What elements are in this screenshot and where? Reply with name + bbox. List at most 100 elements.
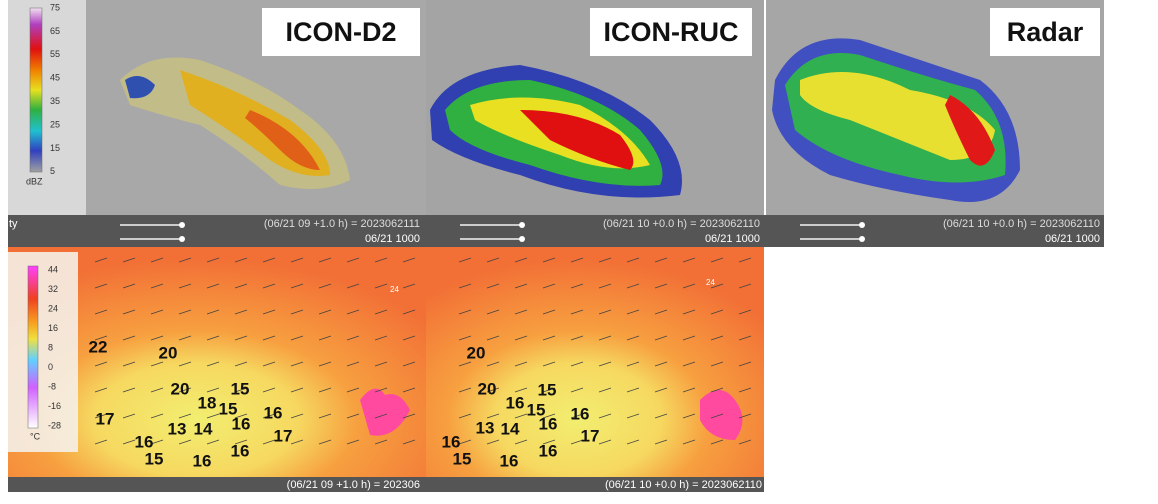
wind-barb [262,387,276,393]
footer-valid: 06/21 1000 [1045,233,1100,245]
wind-barb [318,439,332,445]
wind-barb [94,387,108,393]
wind-barb [178,309,192,315]
station-temp: 13 [476,418,495,437]
wind-barb [514,257,528,263]
station-temp: 15 [231,379,250,398]
wind-barb [346,309,360,315]
wind-barb [710,387,724,393]
wind-barb [122,335,136,341]
wind-barb [290,257,304,263]
wind-barb [738,439,752,445]
wind-barb [654,439,668,445]
wind-barb [570,283,584,289]
wind-barb [262,413,276,419]
wind-barb [234,413,248,419]
footer-time: (06/21 10 +0.0 h) = 2023062110 [605,479,762,491]
station-temp: 14 [501,419,520,438]
wind-barb [738,257,752,263]
colorbar-label: 55 [50,49,60,59]
station-temp: 15 [145,449,164,468]
wind-barb [206,283,220,289]
echo [945,95,995,166]
wind-barb [626,309,640,315]
wind-barb [738,335,752,341]
wind-barb [374,335,388,341]
wind-barb [402,413,416,419]
wind-barb [486,413,500,419]
title-box [990,8,1100,56]
wind-barb [178,361,192,367]
wind-barb [346,283,360,289]
wind-barb [458,361,472,367]
wind-barb [738,387,752,393]
wind-barb [150,309,164,315]
panel-title: ICON-D2 [285,17,396,47]
wind-barb [262,257,276,263]
wind-barb [654,413,668,419]
station-temp: 16 [506,393,525,412]
wind-barb [290,387,304,393]
wind-barb [290,283,304,289]
wind-barb [150,439,164,445]
wind-barb [346,439,360,445]
wind-barb [374,283,388,289]
echo [125,76,155,99]
wind-barb [458,413,472,419]
wind-barb [514,335,528,341]
wind-barb [234,257,248,263]
wind-barb [570,439,584,445]
wind-barb [598,309,612,315]
wind-barb [738,309,752,315]
wind-barb [458,283,472,289]
footer-time: (06/21 10 +0.0 h) = 2023062110 [943,218,1100,230]
wind-barb [402,335,416,341]
wind-barb [682,283,696,289]
station-temp: 16 [442,432,461,451]
wind-barb [318,283,332,289]
wind-barb [402,309,416,315]
colorbar-unit: dBZ [26,176,43,186]
wind-barb [598,387,612,393]
wind-barb [206,309,220,315]
wind-barb [458,257,472,263]
wind-barb [738,413,752,419]
station-temp: 13 [168,419,187,438]
wind-barb [514,439,528,445]
wind-barb [374,387,388,393]
wind-barb [374,439,388,445]
wind-barb [682,413,696,419]
wind-barb [514,361,528,367]
wind-barb [318,361,332,367]
legend-bg [8,252,78,452]
wind-barb [654,335,668,341]
wind-barb [94,257,108,263]
slider-knob [519,236,525,242]
station-temp: 16 [135,432,154,451]
wind-barb [318,413,332,419]
wind-barb [598,257,612,263]
wind-barb [626,335,640,341]
wind-barb [514,309,528,315]
wind-barb [122,361,136,367]
echo [520,110,634,170]
wind-barb [374,309,388,315]
wind-barb [178,439,192,445]
station-temp: 20 [159,343,178,362]
wind-barb [122,257,136,263]
wind-barb [262,309,276,315]
wind-barb [570,387,584,393]
wind-barb [514,413,528,419]
wind-barb [122,413,136,419]
legend-bg [8,0,86,215]
station-temp: 16 [539,414,558,433]
wind-barb [458,439,472,445]
wind-barb [626,361,640,367]
wind-barb [150,361,164,367]
wind-barb [598,335,612,341]
wind-barb [262,283,276,289]
footer-valid: 06/21 1000 [705,233,760,245]
wind-barb [206,335,220,341]
colorbar-label: 32 [48,284,58,294]
